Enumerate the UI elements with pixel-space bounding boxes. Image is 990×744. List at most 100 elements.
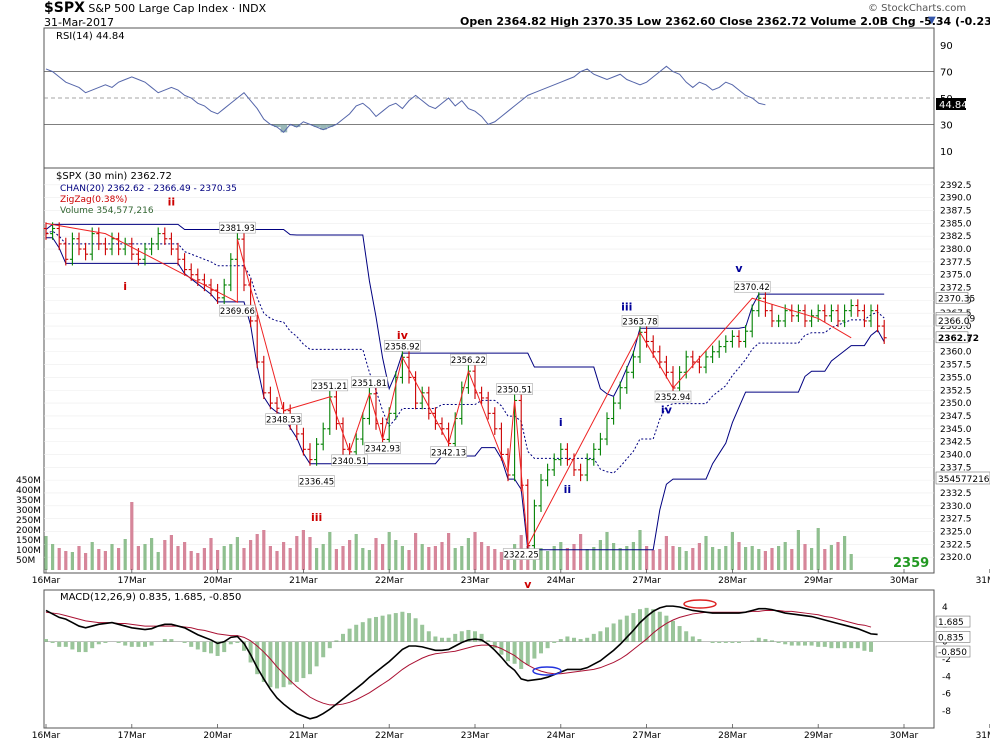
- volume-bar: [770, 548, 774, 570]
- price-bar: [353, 432, 359, 458]
- price-tick-label: 2380.0: [940, 245, 972, 255]
- rsi-tick-label: 70: [940, 68, 953, 79]
- macd-histogram-bar: [572, 637, 576, 642]
- macd-tick-label: -8: [942, 707, 951, 717]
- price-bar: [855, 299, 861, 317]
- price-bar: [155, 227, 161, 251]
- macd-histogram-bar: [314, 641, 319, 667]
- volume-bar: [400, 546, 404, 570]
- price-bar: [221, 278, 227, 304]
- macd-histogram-bar: [789, 641, 794, 646]
- pivot-label: 2351.21: [311, 379, 349, 392]
- volume-bar: [110, 544, 114, 570]
- macd-histogram-bar: [545, 641, 550, 649]
- price-bar: [762, 292, 768, 317]
- svg-text:0.835: 0.835: [938, 633, 964, 643]
- volume-bar: [631, 542, 635, 570]
- volume-bar: [750, 546, 754, 570]
- pivot-label: 2336.45: [298, 475, 335, 488]
- volume-bar: [697, 543, 701, 570]
- macd-histogram-bar: [644, 607, 649, 642]
- volume-bar: [136, 546, 140, 570]
- macd-histogram-bar: [162, 639, 167, 642]
- volume-bar: [229, 544, 233, 570]
- volume-bar: [295, 536, 299, 570]
- volume-bar: [605, 532, 609, 570]
- svg-text:2342.93: 2342.93: [365, 444, 400, 454]
- x-tick-label: 16Mar: [32, 576, 61, 586]
- price-bar: [848, 299, 854, 317]
- macd-histogram-bar: [433, 636, 438, 642]
- price-bar: [492, 407, 498, 435]
- volume-bar: [123, 539, 127, 570]
- price-bar: [149, 237, 155, 256]
- volume-bar: [664, 536, 668, 570]
- x-tick-label: 27Mar: [632, 731, 661, 741]
- macd-legend: MACD(12,26,9) 0.835, 1.685, -0.850: [60, 592, 241, 603]
- volume-bar: [486, 546, 490, 570]
- price-bar: [63, 237, 69, 266]
- volume-bar: [328, 532, 332, 570]
- macd-histogram-bar: [558, 639, 563, 642]
- macd-histogram-bar: [552, 641, 557, 643]
- volume-bar: [506, 550, 510, 570]
- svg-text:2348.53: 2348.53: [266, 416, 301, 426]
- svg-text:2363.78: 2363.78: [622, 317, 657, 327]
- volume-bar: [216, 550, 220, 570]
- volume-bar: [651, 550, 655, 570]
- pivot-label: 2358.92: [384, 340, 421, 352]
- price-bar: [89, 227, 95, 261]
- volume-bar: [585, 549, 589, 570]
- volume-bar: [282, 542, 286, 570]
- price-bar: [756, 292, 762, 317]
- volume-bar: [790, 549, 794, 570]
- price-bar: [822, 304, 828, 322]
- price-tick-label: 2360.0: [940, 348, 972, 358]
- volume-tick-label: 300M: [16, 506, 41, 516]
- price-tick-label: 2325.0: [940, 527, 972, 537]
- price-tick-label: 2355.0: [940, 373, 972, 383]
- volume-bar: [77, 546, 81, 570]
- price-bar: [340, 417, 346, 456]
- macd-histogram-bar: [803, 641, 807, 646]
- macd-histogram-bar: [783, 641, 788, 645]
- x-tick-label: 31Mar: [976, 731, 990, 741]
- macd-histogram-bar: [347, 628, 352, 642]
- macd-histogram-bar: [605, 627, 609, 642]
- x-tick-label: 28Mar: [718, 576, 747, 586]
- zigzag-line: [45, 222, 852, 548]
- price-bar: [597, 432, 603, 456]
- price-bar: [578, 463, 584, 482]
- macd-histogram-bar: [70, 641, 75, 650]
- price-tick-label: 2392.5: [940, 181, 972, 191]
- volume-bar: [90, 542, 94, 570]
- pivot-label: 2363.78: [621, 315, 659, 327]
- macd-histogram-bar: [664, 615, 669, 642]
- macd-histogram-bar: [631, 613, 636, 642]
- volume-bar: [394, 540, 398, 570]
- macd-histogram-bar: [532, 641, 537, 659]
- volume-bar: [361, 548, 365, 570]
- macd-histogram-bar: [275, 641, 279, 689]
- chevron-down-icon[interactable]: ▼: [928, 15, 936, 26]
- svg-text:2342.13: 2342.13: [431, 449, 466, 459]
- elliott-wave-label: i: [559, 416, 563, 429]
- volume-bar: [414, 533, 418, 570]
- price-bar: [195, 268, 201, 287]
- x-tick-label: 23Mar: [461, 576, 490, 586]
- elliott-wave-label: ii: [168, 195, 176, 208]
- macd-histogram-bar: [809, 641, 814, 646]
- macd-histogram-bar: [116, 641, 121, 643]
- volume-bar: [480, 542, 484, 570]
- price-bar: [215, 283, 221, 304]
- price-bar: [208, 278, 214, 297]
- volume-bar: [209, 538, 213, 570]
- volume-bar: [440, 542, 444, 570]
- x-tick-label: 22Mar: [375, 731, 404, 741]
- volume-bar: [816, 528, 820, 570]
- price-tick-label: 2350.0: [940, 399, 972, 409]
- macd-histogram-bar: [215, 641, 220, 656]
- volume-bar: [367, 550, 371, 570]
- price-bar: [498, 422, 504, 461]
- rsi-last-bg: [936, 98, 966, 110]
